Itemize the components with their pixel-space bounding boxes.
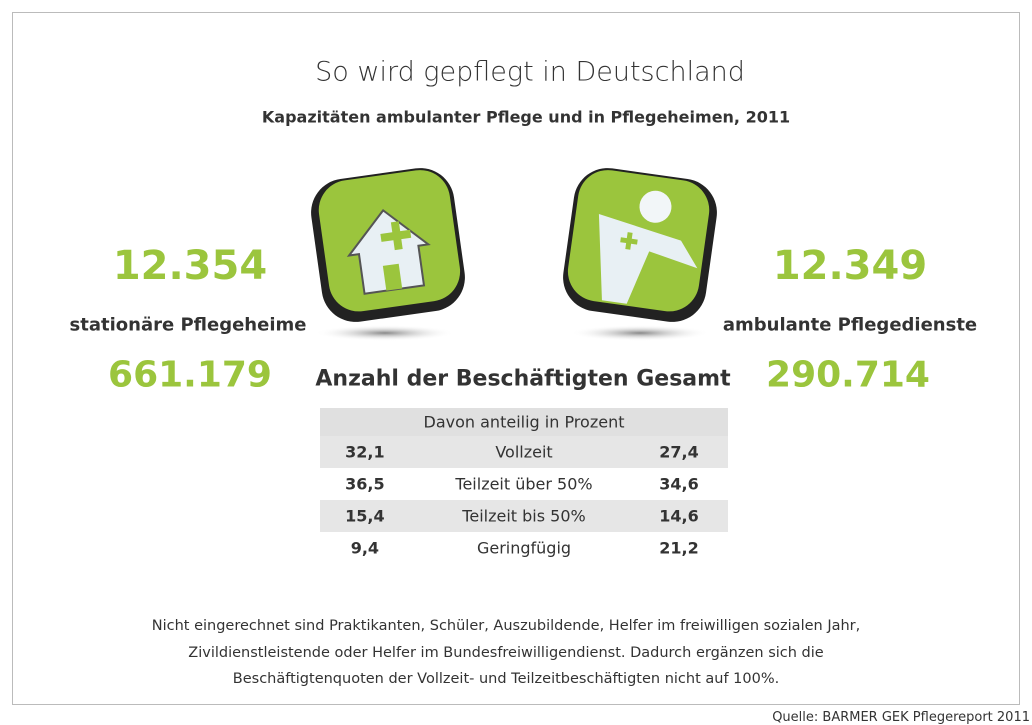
table-row: 9,4 Geringfügig 21,2	[320, 532, 728, 564]
title: So wird gepflegt in Deutschland	[315, 56, 745, 88]
row-value: 21,2	[659, 538, 699, 558]
row-value: 32,1	[345, 442, 385, 462]
subtitle: Kapazitäten ambulanter Pflege und in Pfl…	[261, 107, 791, 127]
table-header: Davon anteilig in Prozent	[320, 408, 728, 436]
person-icon	[563, 168, 717, 322]
row-label: Vollzeit	[495, 442, 553, 462]
row-label: Teilzeit über 50%	[455, 474, 593, 494]
home-icon	[311, 168, 465, 322]
note-line: Nicht eingerechnet sind Praktikanten, Sc…	[151, 618, 861, 634]
left-count: 12.354	[112, 243, 268, 289]
header-text: Davon anteilig in Prozent	[423, 412, 625, 432]
row-label: Geringfügig	[476, 538, 572, 558]
right-label: ambulante Pflegedienste	[722, 314, 978, 336]
row-value: 36,5	[345, 474, 385, 494]
row-value: 14,6	[659, 506, 699, 526]
row-value: 27,4	[659, 442, 699, 462]
source: Quelle: BARMER GEK Pflegereport 2011	[772, 710, 1030, 725]
table-row: 32,1 Vollzeit 27,4	[320, 436, 728, 468]
table: Davon anteilig in Prozent 32,1 Vollzeit 27…	[320, 408, 728, 564]
row-value: 15,4	[345, 506, 385, 526]
table-row: 36,5 Teilzeit über 50% 34,6	[320, 468, 728, 500]
left-employees: 661.179	[108, 354, 272, 396]
table-body: 32,1 Vollzeit 27,4 36,5 Teilzeit über 50% 34,…	[320, 436, 728, 564]
frame	[12, 12, 1020, 705]
note-line: Beschäftigtenquoten der Vollzeit- und Te…	[232, 671, 780, 687]
row-value: 9,4	[350, 538, 380, 558]
right-count: 12.349	[772, 243, 928, 289]
left-label: stationäre Pflegeheime	[69, 314, 307, 336]
right-employees: 290.714	[766, 354, 930, 396]
row-label: Teilzeit bis 50%	[462, 506, 586, 526]
table-row: 15,4 Teilzeit bis 50% 14,6	[320, 500, 728, 532]
row-value: 34,6	[659, 474, 699, 494]
center-heading: Anzahl der Beschäftigten Gesamt	[315, 366, 731, 392]
note-line: Zivildienstleistende oder Helfer im Bund…	[188, 644, 824, 661]
